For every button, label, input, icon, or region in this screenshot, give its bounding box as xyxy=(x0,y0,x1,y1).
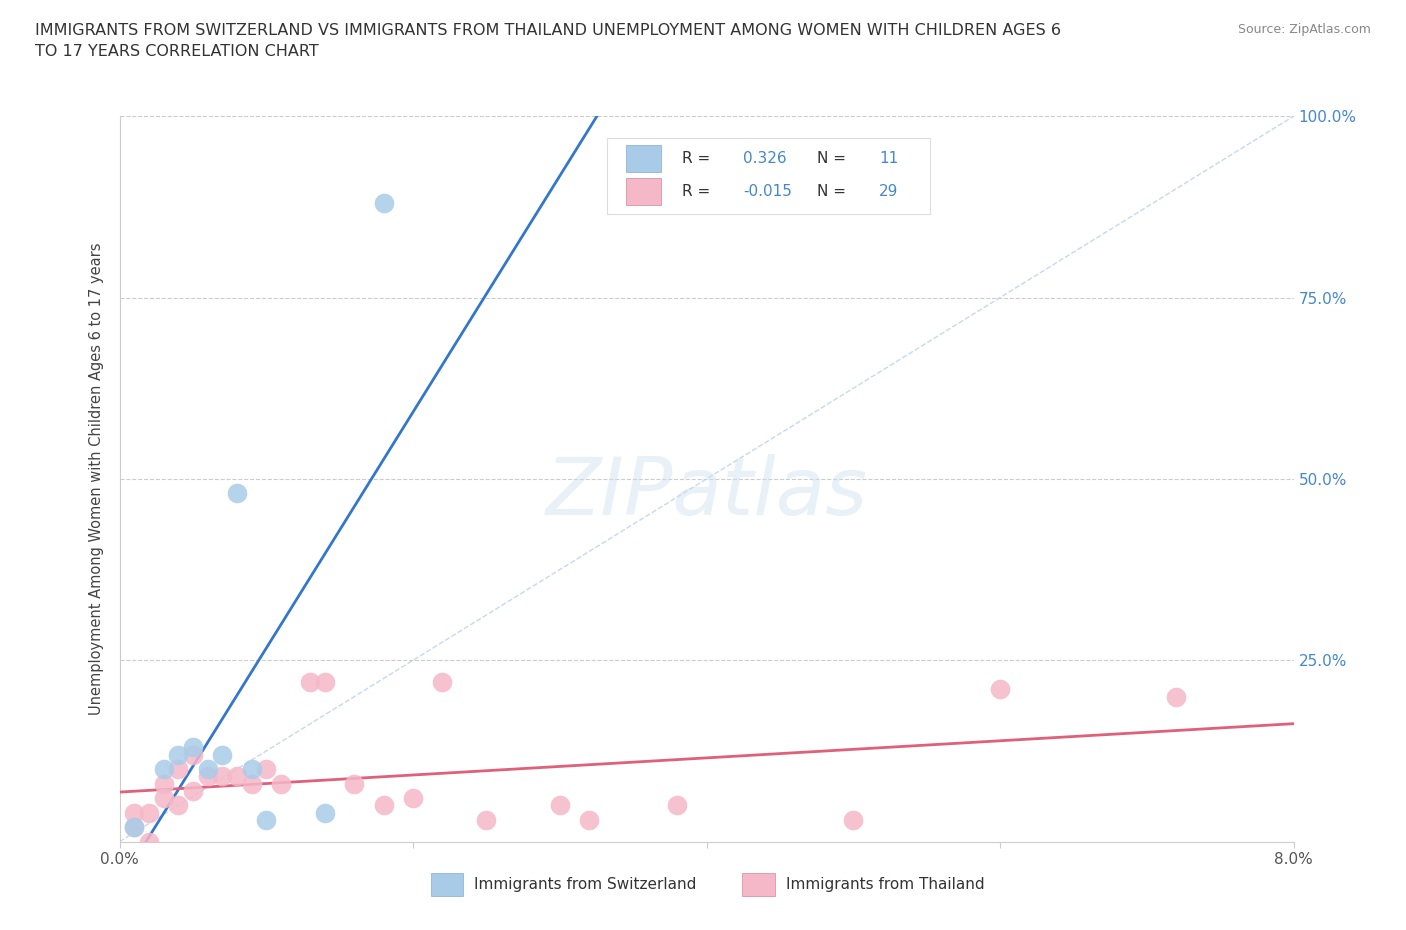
Point xyxy=(240,762,263,777)
Point xyxy=(211,769,233,784)
Point xyxy=(666,798,689,813)
Point xyxy=(299,674,322,689)
Point xyxy=(373,798,395,813)
Point xyxy=(270,777,292,791)
Point xyxy=(225,769,249,784)
FancyBboxPatch shape xyxy=(742,873,775,897)
Point xyxy=(167,747,190,762)
Text: 29: 29 xyxy=(879,184,898,199)
Point xyxy=(343,777,366,791)
Point xyxy=(122,805,145,820)
Point xyxy=(254,813,277,828)
Text: R =: R = xyxy=(682,151,716,166)
Point xyxy=(122,819,145,834)
Text: 11: 11 xyxy=(879,151,898,166)
Text: N =: N = xyxy=(817,151,851,166)
FancyBboxPatch shape xyxy=(430,873,464,897)
FancyBboxPatch shape xyxy=(626,144,661,172)
Point xyxy=(211,747,233,762)
FancyBboxPatch shape xyxy=(607,138,929,214)
Text: 0.326: 0.326 xyxy=(742,151,786,166)
Point xyxy=(181,783,204,798)
Point xyxy=(225,486,249,501)
Point xyxy=(122,819,145,834)
Point xyxy=(167,798,190,813)
Point xyxy=(1164,689,1187,704)
Point xyxy=(402,790,425,805)
Point xyxy=(138,834,160,849)
Text: Source: ZipAtlas.com: Source: ZipAtlas.com xyxy=(1237,23,1371,36)
Text: ZIPatlas: ZIPatlas xyxy=(546,455,868,533)
Text: IMMIGRANTS FROM SWITZERLAND VS IMMIGRANTS FROM THAILAND UNEMPLOYMENT AMONG WOMEN: IMMIGRANTS FROM SWITZERLAND VS IMMIGRANT… xyxy=(35,23,1062,60)
Point xyxy=(138,805,160,820)
Text: N =: N = xyxy=(817,184,851,199)
Point xyxy=(578,813,600,828)
FancyBboxPatch shape xyxy=(626,178,661,206)
Point xyxy=(475,813,498,828)
Text: Immigrants from Thailand: Immigrants from Thailand xyxy=(786,877,986,892)
Point xyxy=(842,813,865,828)
Point xyxy=(152,790,174,805)
Point xyxy=(373,196,395,211)
Point xyxy=(152,777,174,791)
Text: R =: R = xyxy=(682,184,716,199)
Point xyxy=(314,674,336,689)
Point xyxy=(167,762,190,777)
Point xyxy=(181,740,204,755)
Point xyxy=(152,762,174,777)
Point xyxy=(432,674,454,689)
Point xyxy=(548,798,571,813)
Text: Immigrants from Switzerland: Immigrants from Switzerland xyxy=(474,877,696,892)
Point xyxy=(181,747,204,762)
Point xyxy=(197,769,219,784)
Point xyxy=(240,777,263,791)
Text: -0.015: -0.015 xyxy=(742,184,792,199)
Point xyxy=(254,762,277,777)
Point xyxy=(197,762,219,777)
Point xyxy=(314,805,336,820)
Y-axis label: Unemployment Among Women with Children Ages 6 to 17 years: Unemployment Among Women with Children A… xyxy=(89,243,104,715)
Point xyxy=(988,682,1011,697)
